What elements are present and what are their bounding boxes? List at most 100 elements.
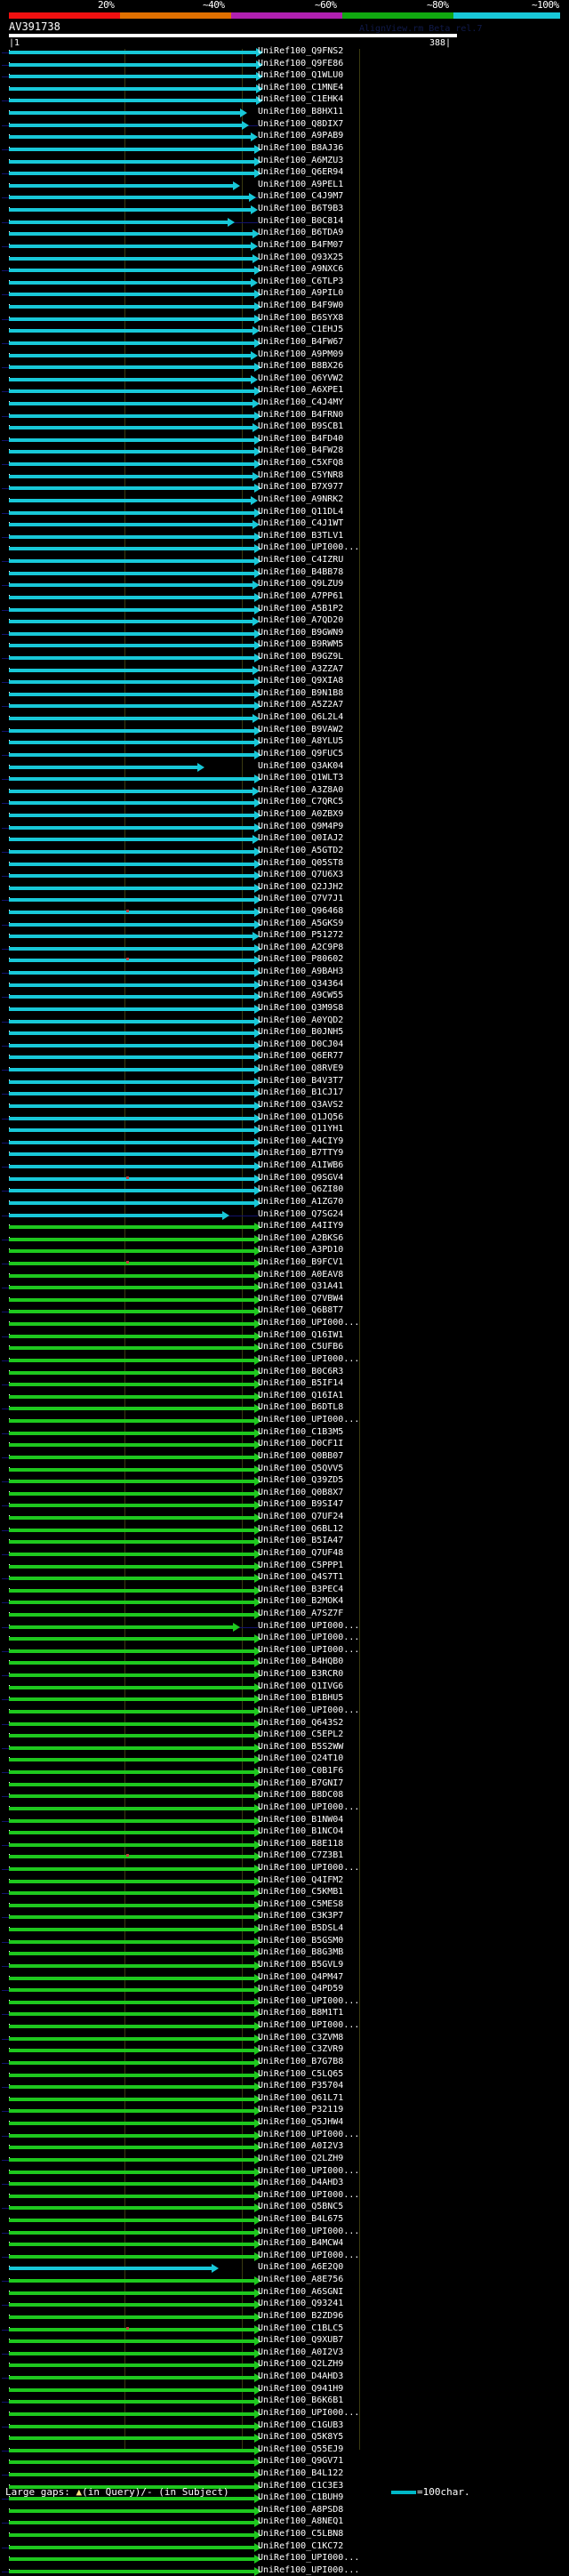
hit-label[interactable]: UniRef100_A0ZBX9: [258, 809, 344, 819]
hsp-bar[interactable]: [9, 923, 254, 927]
hsp-bar[interactable]: [9, 2243, 254, 2246]
hsp-bar[interactable]: [9, 814, 254, 817]
hsp-bar[interactable]: [9, 426, 252, 429]
hsp-bar[interactable]: [9, 475, 252, 478]
hit-label[interactable]: UniRef100_B6DTL8: [258, 1402, 344, 1412]
hsp-bar[interactable]: [9, 2376, 254, 2379]
hsp-bar[interactable]: [9, 1128, 254, 1132]
hit-label[interactable]: UniRef100_Q3AK04: [258, 761, 344, 771]
hit-row[interactable]: UniRef100_B8BX26: [0, 362, 569, 372]
hit-label[interactable]: UniRef100_UPI000...: [258, 1863, 360, 1873]
hit-row[interactable]: UniRef100_C3ZVR9: [0, 2045, 569, 2055]
hsp-bar[interactable]: [9, 329, 252, 333]
hit-label[interactable]: UniRef100_Q8DIX7: [258, 119, 344, 129]
hit-label[interactable]: UniRef100_A7SZ7F: [258, 1609, 344, 1618]
hsp-bar[interactable]: [9, 523, 252, 526]
hsp-bar[interactable]: [9, 99, 256, 102]
hit-row[interactable]: UniRef100_P35704: [0, 2082, 569, 2091]
hit-label[interactable]: UniRef100_A9PIL0: [258, 288, 344, 298]
hsp-bar[interactable]: [9, 1977, 254, 1980]
hit-row[interactable]: UniRef100_Q5QVV5: [0, 1465, 569, 1474]
hit-label[interactable]: UniRef100_A4IIY9: [258, 1221, 344, 1231]
hsp-bar[interactable]: [9, 2085, 254, 2089]
hit-row[interactable]: UniRef100_Q05ST8: [0, 859, 569, 869]
hit-label[interactable]: UniRef100_Q7UF48: [258, 1548, 344, 1558]
hit-label[interactable]: UniRef100_A9PEL1: [258, 180, 344, 189]
hit-label[interactable]: UniRef100_A3Z8A0: [258, 785, 344, 795]
hit-row[interactable]: UniRef100_Q4IFM2: [0, 1876, 569, 1886]
hsp-bar[interactable]: [9, 438, 254, 442]
hit-label[interactable]: UniRef100_C5KMB1: [258, 1887, 344, 1897]
hit-label[interactable]: UniRef100_UPI000...: [258, 1705, 360, 1715]
hsp-bar[interactable]: [9, 232, 252, 236]
hsp-bar[interactable]: [9, 947, 254, 951]
hsp-bar[interactable]: [9, 1044, 254, 1047]
hsp-bar[interactable]: [9, 111, 240, 115]
hsp-bar[interactable]: [9, 2497, 254, 2500]
hit-label[interactable]: UniRef100_C1GUB3: [258, 2420, 344, 2430]
hit-label[interactable]: UniRef100_A8PSD8: [258, 2505, 344, 2515]
hit-label[interactable]: UniRef100_B5IF14: [258, 1378, 344, 1388]
hsp-bar[interactable]: [9, 354, 251, 357]
hsp-bar[interactable]: [9, 2012, 254, 2016]
hit-row[interactable]: UniRef100_C1EHJ5: [0, 325, 569, 335]
hit-row[interactable]: UniRef100_UPI000...: [0, 1355, 569, 1365]
hit-label[interactable]: UniRef100_UPI000...: [258, 542, 360, 552]
hsp-bar[interactable]: [9, 2098, 254, 2101]
hit-label[interactable]: UniRef100_B4L122: [258, 2468, 344, 2478]
hit-row[interactable]: UniRef100_Q96468: [0, 907, 569, 917]
hit-label[interactable]: UniRef100_Q4IFM2: [258, 1875, 344, 1885]
hit-label[interactable]: UniRef100_B7GNI7: [258, 1778, 344, 1788]
hit-label[interactable]: UniRef100_P35704: [258, 2081, 344, 2090]
hsp-bar[interactable]: [9, 2328, 254, 2331]
hit-row[interactable]: UniRef100_A5GTD2: [0, 847, 569, 856]
hsp-bar[interactable]: [9, 1565, 254, 1569]
hsp-bar[interactable]: [9, 2521, 254, 2524]
hit-label[interactable]: UniRef100_A0YQD2: [258, 1015, 344, 1025]
hsp-bar[interactable]: [9, 911, 254, 914]
hit-row[interactable]: UniRef100_UPI000...: [0, 2191, 569, 2201]
hit-label[interactable]: UniRef100_Q9SGV4: [258, 1173, 344, 1183]
hsp-bar[interactable]: [9, 535, 254, 539]
hit-row[interactable]: UniRef100_A2BKS6: [0, 1234, 569, 1244]
hit-label[interactable]: UniRef100_C5XFQ8: [258, 458, 344, 468]
hsp-bar[interactable]: [9, 87, 256, 91]
hsp-bar[interactable]: [9, 1346, 254, 1350]
hit-label[interactable]: UniRef100_Q8RVE9: [258, 1063, 344, 1073]
hit-label[interactable]: UniRef100_A6E2Q0: [258, 2262, 344, 2272]
hit-label[interactable]: UniRef100_B4MCW4: [258, 2238, 344, 2248]
hit-label[interactable]: UniRef100_B4HQB0: [258, 1657, 344, 1666]
hsp-bar[interactable]: [9, 1758, 254, 1761]
hsp-bar[interactable]: [9, 1988, 254, 1992]
hsp-bar[interactable]: [9, 1589, 254, 1593]
hit-row[interactable]: UniRef100_A9BAH3: [0, 967, 569, 977]
hit-label[interactable]: UniRef100_C1B3M5: [258, 1427, 344, 1437]
hit-label[interactable]: UniRef100_A4CIY9: [258, 1136, 344, 1146]
hsp-bar[interactable]: [9, 1152, 254, 1156]
hsp-bar[interactable]: [9, 1613, 254, 1617]
hsp-bar[interactable]: [9, 124, 242, 127]
hsp-bar[interactable]: [9, 2460, 254, 2464]
hsp-bar[interactable]: [9, 1419, 254, 1423]
hit-label[interactable]: UniRef100_C1BLC5: [258, 2323, 344, 2333]
hsp-bar[interactable]: [9, 2158, 254, 2162]
hit-row[interactable]: UniRef100_B9VAW2: [0, 726, 569, 735]
hit-row[interactable]: UniRef100_C4J1WT: [0, 519, 569, 529]
hsp-bar[interactable]: [9, 1141, 254, 1144]
hit-label[interactable]: UniRef100_C6TLP3: [258, 277, 344, 286]
hit-label[interactable]: UniRef100_A7QD20: [258, 615, 344, 625]
hit-label[interactable]: UniRef100_Q05ST8: [258, 858, 344, 868]
hit-row[interactable]: UniRef100_B1CJ17: [0, 1088, 569, 1098]
hsp-bar[interactable]: [9, 2195, 254, 2198]
hit-label[interactable]: UniRef100_C4J1WT: [258, 518, 344, 528]
hit-row[interactable]: UniRef100_B9N1B8: [0, 689, 569, 699]
hsp-bar[interactable]: [9, 2546, 254, 2549]
hit-row[interactable]: UniRef100_A0ZBX9: [0, 810, 569, 820]
hsp-bar[interactable]: [9, 2425, 254, 2428]
hit-row[interactable]: UniRef100_UPI000...: [0, 2131, 569, 2140]
hit-row[interactable]: UniRef100_Q2LZH9: [0, 2155, 569, 2164]
hit-label[interactable]: UniRef100_C1KC72: [258, 2541, 344, 2551]
hsp-bar[interactable]: [9, 245, 251, 248]
hit-label[interactable]: UniRef100_B8DC08: [258, 1790, 344, 1800]
hit-row[interactable]: UniRef100_B8DC08: [0, 1791, 569, 1801]
